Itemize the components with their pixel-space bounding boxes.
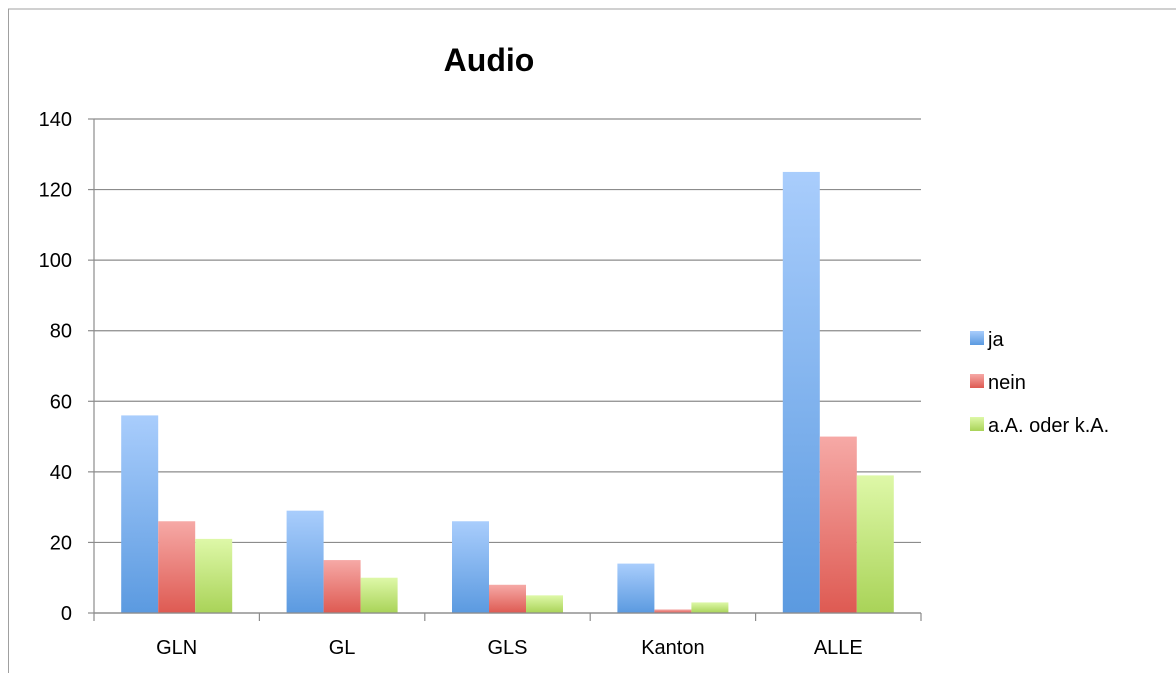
bar-gl-nein [323,560,361,613]
bar-gln-ja [121,415,159,613]
bar-kanton-nein [654,609,692,613]
x-tick-label: GL [329,637,356,659]
y-tick-label: 60 [50,391,72,413]
y-tick-label: 100 [39,250,72,272]
x-tick-label: Kanton [641,637,704,659]
x-axis-ticks: GLN GL GLS Kanton ALLE [156,637,863,659]
bar-gl-ja [286,510,324,613]
bar-kanton-a-a-oder-k-a [691,602,729,613]
legend-swatch [970,374,984,388]
bar-gls-a-a-oder-k-a [526,595,563,613]
bar-kanton-ja [617,563,655,613]
x-tick-label: GLN [156,637,197,659]
x-tick-label: GLS [487,637,527,659]
bar-gl-a-a-oder-k-a [360,577,398,613]
chart-title: Audio [444,42,535,78]
y-tick-label: 40 [50,462,72,484]
y-axis-ticks: 0 20 40 60 80 100 120 140 [39,109,72,625]
legend: ja nein a.A. oder k.A. [970,329,1109,437]
legend-label: a.A. oder k.A. [988,415,1109,437]
legend-label: ja [987,329,1004,351]
bar-gls-nein [489,584,526,613]
y-tick-label: 0 [61,603,72,625]
y-tick-label: 80 [50,321,72,343]
x-tick-label: ALLE [814,637,863,659]
bar-alle-nein [819,436,857,613]
bar-alle-a-a-oder-k-a [856,475,894,613]
y-tick-label: 120 [39,180,72,202]
legend-swatch [970,331,984,345]
bar-gln-a-a-oder-k-a [195,538,233,613]
y-tick-label: 20 [50,532,72,554]
bar-alle-ja [782,171,820,613]
bars [121,171,894,613]
y-tick-label: 140 [39,109,72,131]
bar-gln-nein [158,521,196,613]
axes [88,118,922,621]
bar-gls-ja [452,521,489,613]
legend-swatch [970,417,984,431]
legend-label: nein [988,372,1026,394]
